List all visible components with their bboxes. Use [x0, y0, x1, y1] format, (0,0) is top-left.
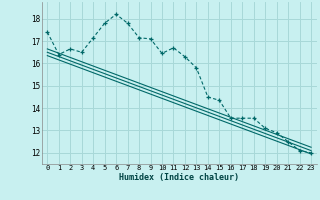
X-axis label: Humidex (Indice chaleur): Humidex (Indice chaleur) [119, 173, 239, 182]
